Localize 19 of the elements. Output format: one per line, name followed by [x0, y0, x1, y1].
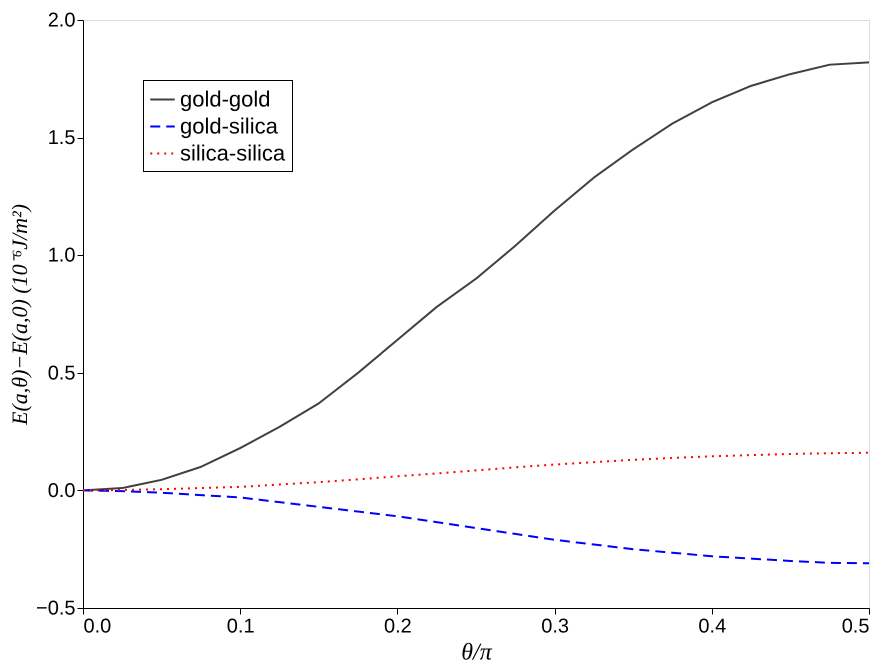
x-tick-label: 0.4	[698, 616, 726, 638]
y-tick-label: 1.0	[48, 244, 76, 267]
legend-label: gold-gold	[180, 86, 271, 112]
x-axis-title: θ/π	[461, 640, 493, 666]
x-tick-label: 0.5	[842, 616, 870, 638]
legend-label: gold-silica	[180, 114, 279, 138]
y-tick-label: 2.0	[48, 10, 76, 32]
y-tick-label: 0.5	[48, 362, 76, 384]
legend-label: silica-silica	[180, 140, 286, 166]
y-tick-label: 1.5	[48, 127, 76, 150]
line-series	[82, 489, 870, 564]
y-tick-label: 0.0	[48, 480, 76, 502]
y-tick-label: −0.5	[36, 598, 76, 620]
line-series	[82, 452, 870, 492]
x-tick-label: 0.0	[84, 616, 112, 638]
y-axis-title: E(a,θ)−E(a,0) (10⁻⁶J/m²)	[7, 204, 32, 426]
x-tick-label: 0.2	[384, 616, 412, 638]
x-tick-label: 0.3	[541, 616, 570, 638]
x-tick-label: 0.1	[226, 616, 255, 638]
